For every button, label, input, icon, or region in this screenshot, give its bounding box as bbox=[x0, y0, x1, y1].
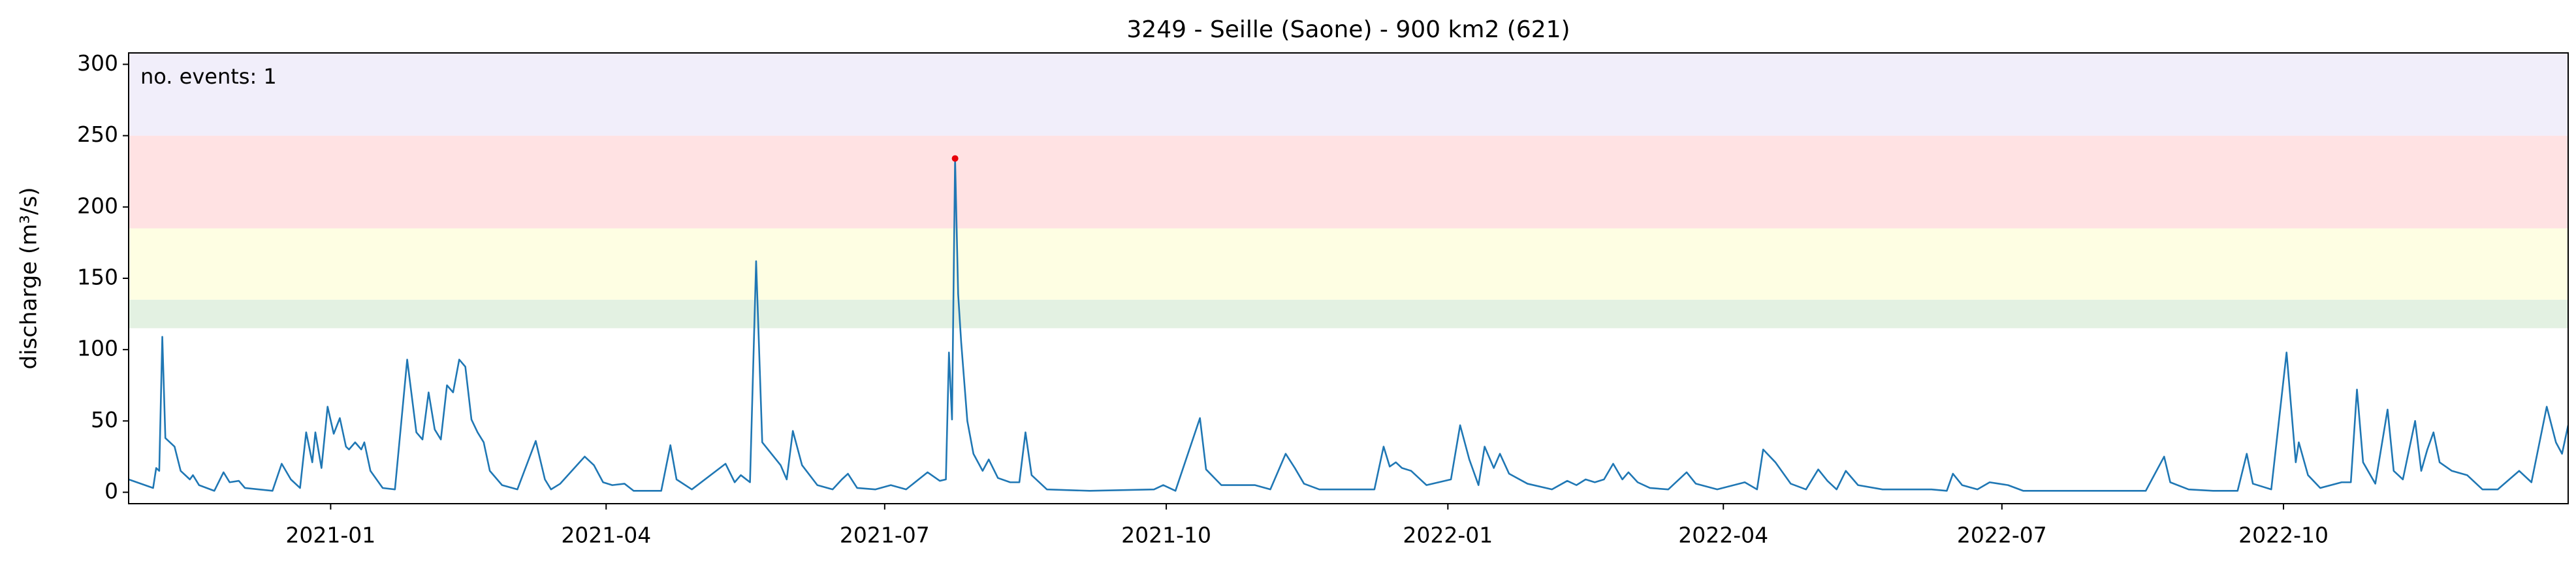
x-tick-label: 2021-04 bbox=[561, 523, 651, 548]
x-tick-label: 2021-01 bbox=[285, 523, 375, 548]
x-tick-label: 2022-01 bbox=[1403, 523, 1493, 548]
event-marker bbox=[951, 155, 959, 162]
y-tick-label: 0 bbox=[104, 478, 118, 504]
threshold-band bbox=[129, 53, 2568, 136]
threshold-band bbox=[129, 228, 2568, 300]
y-tick-label: 150 bbox=[77, 265, 118, 290]
y-tick-label: 50 bbox=[91, 407, 118, 432]
discharge-line bbox=[129, 157, 2568, 492]
plot-frame bbox=[128, 52, 2569, 504]
threshold-band bbox=[129, 135, 2568, 229]
y-tick-label: 250 bbox=[77, 122, 118, 147]
x-tick-label: 2022-04 bbox=[1678, 523, 1768, 548]
chart-title: 3249 - Seille (Saone) - 900 km2 (621) bbox=[1126, 16, 1570, 43]
y-axis-label: discharge (m³/s) bbox=[16, 187, 42, 370]
annotation: no. events: 1 bbox=[140, 64, 277, 89]
plot-area bbox=[129, 53, 2568, 492]
y-tick-label: 200 bbox=[77, 193, 118, 218]
y-tick-label: 100 bbox=[77, 336, 118, 361]
threshold-band bbox=[129, 299, 2568, 329]
y-tick-label: 300 bbox=[77, 50, 118, 76]
x-tick-label: 2021-07 bbox=[840, 523, 930, 548]
x-tick-label: 2022-10 bbox=[2238, 523, 2329, 548]
x-tick-label: 2022-07 bbox=[1957, 523, 2047, 548]
x-tick-label: 2021-10 bbox=[1121, 523, 1211, 548]
